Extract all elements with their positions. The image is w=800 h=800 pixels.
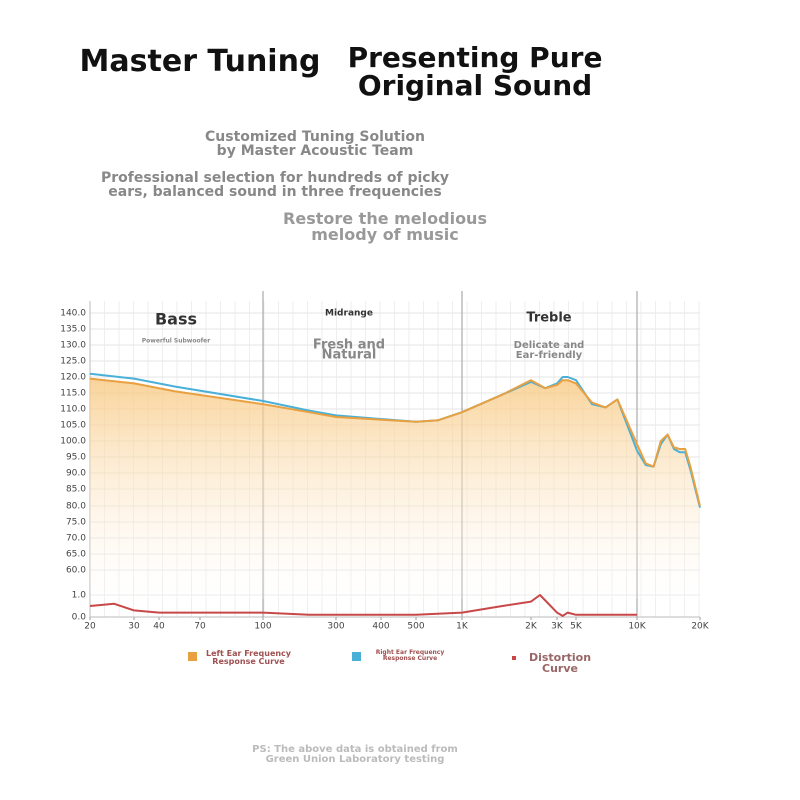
text-line: by Master Acoustic Team: [216, 143, 414, 159]
legend-swatch: [512, 656, 516, 660]
y-tick-label: 0.0: [72, 613, 87, 623]
area: [90, 378, 700, 599]
text-line: Presenting Pure: [347, 41, 603, 74]
y-tick-label: 130.0: [60, 341, 86, 351]
region-name: Treble: [526, 311, 571, 326]
y-tick-label: 125.0: [60, 357, 86, 367]
legend-item: Right Ear Frequency Response Curve: [352, 650, 455, 662]
x-tick-label: 100: [254, 622, 271, 632]
y-tick-label: 135.0: [60, 325, 86, 335]
text-line: Original Sound: [357, 69, 593, 102]
legend-label: Right Ear Frequency Response Curve: [375, 649, 445, 662]
x-tick-label: 400: [372, 622, 389, 632]
text-line: ears, balanced sound in three frequencie…: [108, 184, 442, 200]
text-line: PS: The above data is obtained from: [252, 744, 458, 755]
title: Master Tuning: [79, 44, 321, 79]
x-tick-label: 300: [327, 622, 344, 632]
legend-item: Left Ear Frequency Response Curve: [188, 650, 296, 666]
series-line: [89, 377, 701, 507]
x-tick-label: 5K: [570, 622, 583, 632]
region-subtitle: Powerful Subwoofer: [142, 338, 210, 345]
text-line: Green Union Laboratory testing: [265, 754, 445, 765]
y-tick-label: 115.0: [60, 389, 86, 399]
point: Professional selection for hundreds of p…: [90, 171, 460, 199]
series-line: [89, 594, 637, 617]
y-tick-label: 70.0: [66, 534, 86, 544]
y-tick-label: 1.0: [72, 591, 87, 601]
region-name: Bass: [155, 310, 197, 329]
text-line: melody of music: [311, 225, 459, 244]
y-tick-label: 110.0: [60, 405, 86, 415]
legend-swatch: [188, 652, 197, 661]
text-line: Restore the melodious: [283, 209, 487, 228]
x-tick-label: 3K: [551, 622, 564, 632]
y-tick-label: 100.0: [60, 437, 86, 447]
x-tick-label: 70: [194, 622, 206, 632]
region-name: Midrange: [325, 309, 373, 319]
text-line: Professional selection for hundreds of p…: [100, 170, 450, 186]
region-subtitle: Fresh and: [313, 338, 385, 353]
y-tick-label: 120.0: [60, 373, 86, 383]
y-tick-label: 60.0: [66, 566, 86, 576]
point: Restore the melodious melody of music: [270, 211, 500, 243]
legend-swatch: [352, 652, 361, 661]
y-tick-label: 75.0: [66, 518, 86, 528]
region-subtitle: Ear-friendly: [516, 350, 583, 361]
x-tick-label: 10K: [628, 622, 646, 632]
x-tick-label: 2K: [525, 622, 538, 632]
y-tick-label: 105.0: [60, 421, 86, 431]
text-line: Customized Tuning Solution: [205, 129, 425, 145]
x-tick-label: 20: [84, 622, 96, 632]
legend-label: Left Ear Frequency Response Curve: [205, 649, 292, 666]
y-tick-label: 140.0: [60, 309, 86, 319]
x-tick-label: 1K: [456, 622, 469, 632]
y-tick-label: 95.0: [66, 453, 86, 463]
footnote: PS: The above data is obtained from Green…: [230, 745, 480, 765]
y-tick-label: 65.0: [66, 550, 86, 560]
legend-label: Distortion Curve: [528, 651, 592, 675]
y-tick-label: 85.0: [66, 485, 86, 495]
x-tick-label: 500: [407, 622, 424, 632]
point: Customized Tuning Solution by Master Acou…: [180, 130, 450, 158]
x-tick-label: 20K: [691, 622, 709, 632]
region-subtitle: Natural: [322, 348, 377, 363]
x-tick-label: 40: [153, 622, 165, 632]
legend-item: Distortion Curve: [512, 652, 600, 674]
region-subtitle: Delicate and: [514, 340, 585, 351]
x-tick-label: 30: [128, 622, 140, 632]
y-tick-label: 80.0: [66, 502, 86, 512]
headline: Presenting Pure Original Sound: [340, 44, 610, 100]
y-tick-label: 90.0: [66, 469, 86, 479]
